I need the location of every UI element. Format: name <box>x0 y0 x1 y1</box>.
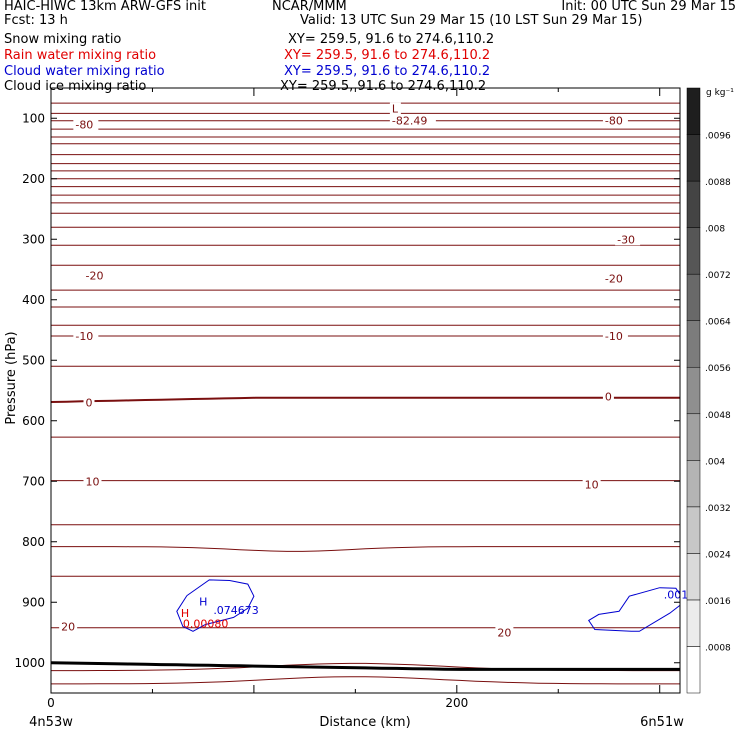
colorbar-unit: g kg⁻¹ <box>706 88 734 98</box>
header-forecast: Fcst: 13 h <box>4 13 68 28</box>
contour-label: 20 <box>61 620 75 633</box>
cloud-annotation: H <box>181 607 189 620</box>
colorbar-bin <box>686 413 701 461</box>
temperature-contour <box>51 676 680 685</box>
legend-cloudice-label: Cloud ice mixing ratio <box>4 79 147 94</box>
colorbar-tick-label: .0008 <box>705 643 731 653</box>
cloud-annotation: H <box>199 596 207 609</box>
colorbar-bin <box>686 553 701 601</box>
y-tick-label: 300 <box>22 232 45 246</box>
contour-label-bg <box>602 390 614 403</box>
x-tick-label: 200 <box>445 696 468 710</box>
contour-label: -10 <box>605 330 623 343</box>
header-valid: Valid: 13 UTC Sun 29 Mar 15 (10 LST Sun … <box>300 13 643 28</box>
cloud-annotation: .001 <box>664 588 689 601</box>
contour-label-bg <box>83 475 102 488</box>
plot-frame <box>50 87 681 694</box>
colorbar-tick-label: .0064 <box>705 318 731 328</box>
y-tick-label: 800 <box>22 535 45 549</box>
left-end-label: 4n53w <box>29 715 73 730</box>
contour-label: 20 <box>497 627 511 640</box>
colorbar-bin <box>686 320 701 368</box>
contour-label-bg <box>582 478 601 491</box>
contour-label-bg <box>389 114 436 127</box>
y-tick-label: 900 <box>22 595 45 609</box>
y-tick-label: 100 <box>22 111 45 125</box>
colorbar-bin <box>686 180 701 228</box>
contour-label: -82.49 <box>392 115 427 128</box>
legend-snow-xy: XY= 259.5, 91.6 to 274.6,110.2 <box>288 32 495 47</box>
legend-snow-label: Snow mixing ratio <box>4 32 122 47</box>
y-tick-label: 600 <box>22 414 45 428</box>
colorbar-bin <box>686 366 701 415</box>
terrain-line <box>50 661 680 671</box>
colorbar-tick-label: .0032 <box>705 504 731 514</box>
contour-label: 0 <box>605 391 612 404</box>
legend-cloudwater-xy: XY= 259.5, 91.6 to 274.6,110.2 <box>284 64 491 79</box>
contour-label-bg <box>602 114 628 127</box>
colorbar-bin <box>686 87 701 135</box>
colorbar-bin <box>686 227 701 275</box>
colorbar-tick-label: .0088 <box>705 178 731 188</box>
contour-label: -20 <box>85 270 103 283</box>
x-tick-label: 0 <box>47 696 55 710</box>
contour-label-bg <box>59 620 78 633</box>
contour-label: -80 <box>75 118 93 131</box>
colorbar-bin <box>686 273 701 321</box>
contour-label-bg <box>83 396 95 409</box>
colorbar-tick-label: .0072 <box>705 271 731 281</box>
colorbar-tick-label: .0048 <box>705 411 731 421</box>
cloud-annotation: 0.00080 <box>183 617 229 630</box>
colorbar-bin <box>686 599 701 647</box>
contour-label-bg <box>602 330 628 343</box>
colorbar-tick-label: .0056 <box>705 364 731 374</box>
contour-label: 0 <box>85 397 92 410</box>
contour-label-bg <box>389 102 401 115</box>
y-tick-label: 1000 <box>14 656 45 670</box>
contour-label-bg <box>83 269 109 282</box>
contour-label: -30 <box>617 233 635 246</box>
legend-cloudice-xy: XY= 259.5, 91.6 to 274.6,110.2 <box>280 79 487 94</box>
temperature-contour <box>51 546 680 552</box>
right-end-label: 6n51w <box>640 715 684 730</box>
y-tick-label: 500 <box>22 353 45 367</box>
colorbar-tick-label: .004 <box>705 457 725 467</box>
contour-label: 10 <box>85 475 99 488</box>
contour-label-bg <box>495 626 514 639</box>
y-axis-label: Pressure (hPa) <box>4 331 19 424</box>
colorbar-bin <box>686 506 701 554</box>
contour-label-bg <box>73 330 99 343</box>
colorbar-bin <box>686 460 701 508</box>
contour-label-bg <box>602 272 628 285</box>
y-tick-label: 700 <box>22 474 45 488</box>
colorbar-tick-label: .0024 <box>705 550 731 560</box>
temperature-contour <box>50 396 680 403</box>
contour-label: L <box>392 103 399 116</box>
y-tick-label: 400 <box>22 293 45 307</box>
cloud-annotation: .074673 <box>213 604 258 617</box>
contour-label-bg <box>73 118 99 131</box>
contour-label: -80 <box>605 115 623 128</box>
colorbar-tick-label: .0096 <box>705 132 731 142</box>
header-title: HAIC-HIWC 13km ARW-GFS init <box>4 0 206 14</box>
legend-cloudwater-label: Cloud water mixing ratio <box>4 64 165 79</box>
legend-rain-label: Rain water mixing ratio <box>4 48 157 63</box>
x-axis-label: Distance (km) <box>319 715 410 730</box>
contour-label: 10 <box>585 478 599 491</box>
colorbar-tick-label: .008 <box>705 225 725 235</box>
contour-label-bg <box>615 233 641 246</box>
contour-label: -20 <box>605 273 623 286</box>
cloud-water-contour <box>176 579 255 632</box>
colorbar-bin <box>686 646 701 694</box>
y-tick-label: 200 <box>22 172 45 186</box>
legend-rain-xy: XY= 259.5, 91.6 to 274.6,110.2 <box>284 48 491 63</box>
colorbar-tick-label: .0016 <box>705 597 731 607</box>
header-org: NCAR/MMM <box>272 0 347 14</box>
colorbar-bin <box>686 134 701 182</box>
contour-label: -10 <box>75 330 93 343</box>
header-init: Init: 00 UTC Sun 29 Mar 15 <box>561 0 736 14</box>
